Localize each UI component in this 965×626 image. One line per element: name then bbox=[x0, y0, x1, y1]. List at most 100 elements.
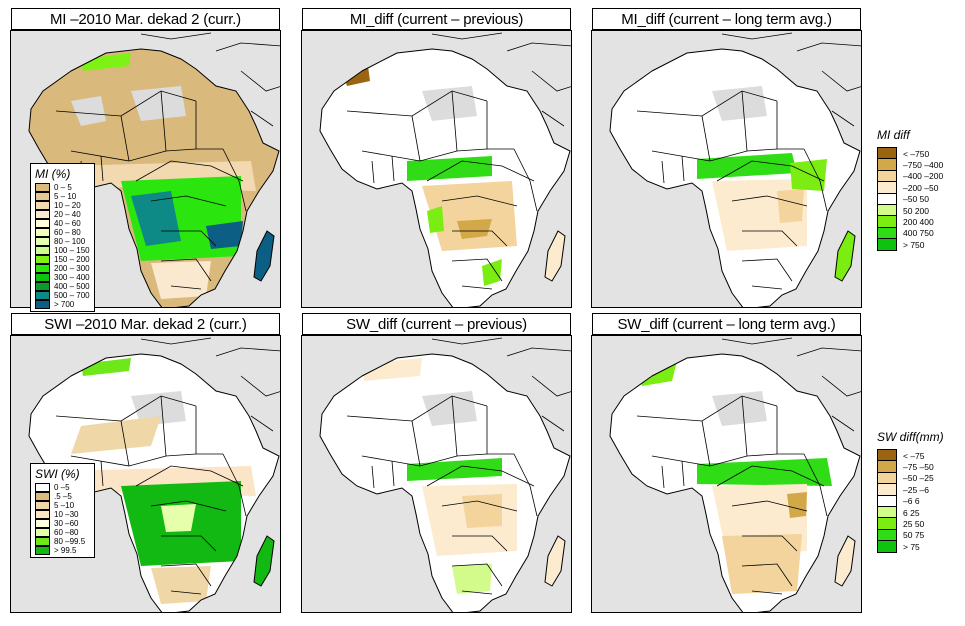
africa-map bbox=[319, 337, 571, 612]
country-border bbox=[150, 195, 227, 207]
map-region bbox=[462, 494, 502, 528]
map-region bbox=[422, 86, 477, 121]
legend-label: 60 –80 bbox=[54, 528, 79, 537]
country-border bbox=[70, 455, 167, 467]
country-border bbox=[452, 230, 508, 247]
legend-item: > 750 bbox=[877, 238, 965, 251]
map-region bbox=[787, 492, 807, 518]
legend-swatch bbox=[35, 272, 50, 282]
legend-swatch bbox=[35, 482, 50, 492]
map-region bbox=[407, 458, 502, 481]
coastline bbox=[609, 353, 861, 612]
legend-swatch bbox=[877, 540, 897, 553]
legend-swatch bbox=[35, 491, 50, 501]
country-border bbox=[776, 101, 804, 150]
country-border bbox=[371, 160, 375, 184]
country-border bbox=[461, 285, 493, 290]
country-border bbox=[391, 460, 395, 487]
legend-title: MI diff bbox=[877, 128, 910, 142]
country-border bbox=[170, 590, 202, 595]
legend-swatch bbox=[35, 227, 50, 237]
country-border bbox=[731, 500, 808, 512]
legend-label: –50 50 bbox=[903, 194, 929, 205]
country-border bbox=[741, 258, 793, 282]
map-region bbox=[482, 259, 502, 286]
legend-item: 150 – 200 bbox=[35, 254, 90, 264]
legend-label: 200 400 bbox=[903, 217, 934, 228]
africa-map bbox=[28, 337, 280, 612]
legend-label: 10 –30 bbox=[54, 510, 79, 519]
country-border bbox=[160, 258, 212, 282]
coastline bbox=[319, 353, 571, 612]
legend-swatch bbox=[35, 527, 50, 537]
country-border bbox=[513, 453, 538, 517]
country-border bbox=[120, 420, 130, 467]
legend-item: –50 50 bbox=[877, 192, 965, 205]
map-sw-diff-previous bbox=[301, 335, 572, 613]
legend-label: 80 –99.5 bbox=[54, 537, 86, 546]
legend-item: 80 –99.5 bbox=[35, 536, 90, 546]
legend-label: 500 – 700 bbox=[54, 291, 90, 300]
country-border bbox=[661, 160, 665, 184]
legend-item: 10 –30 bbox=[35, 509, 90, 519]
map-mi-diff-lta bbox=[591, 30, 862, 308]
legend-item: 500 – 700 bbox=[35, 290, 90, 300]
country-border bbox=[742, 535, 798, 552]
coastline bbox=[544, 230, 566, 282]
map-region bbox=[697, 153, 797, 179]
map-region bbox=[777, 189, 804, 223]
legend-item: 200 – 300 bbox=[35, 263, 90, 273]
country-border bbox=[461, 590, 493, 595]
country-border bbox=[426, 160, 535, 182]
country-border bbox=[431, 32, 571, 127]
legend-swatch bbox=[35, 281, 50, 291]
legend-swatch bbox=[35, 290, 50, 300]
country-border bbox=[651, 455, 748, 467]
legend-swatch bbox=[35, 536, 50, 546]
legend-swatch bbox=[35, 263, 50, 273]
legend-sw-diff: SW diff(mm) < –75 –75 –50 –50 –25 –25 –6 –6 … bbox=[877, 430, 965, 553]
legend-label: –400 –200 bbox=[903, 171, 944, 182]
country-border bbox=[721, 32, 861, 127]
legend-label: 20 – 40 bbox=[54, 210, 81, 219]
coastline bbox=[544, 535, 566, 587]
country-border bbox=[441, 195, 518, 207]
country-border bbox=[741, 563, 793, 587]
legend-swatch bbox=[35, 509, 50, 519]
country-border bbox=[701, 420, 711, 467]
country-border bbox=[751, 285, 783, 290]
country-border bbox=[411, 420, 421, 467]
coastline bbox=[253, 230, 275, 282]
country-border bbox=[195, 101, 223, 150]
map-region bbox=[722, 534, 802, 594]
country-border bbox=[195, 406, 223, 455]
map-swi-current bbox=[10, 335, 281, 613]
legend-label: > 750 bbox=[903, 239, 925, 250]
africa-map bbox=[319, 32, 571, 307]
map-region bbox=[457, 219, 492, 239]
map-region bbox=[697, 458, 832, 486]
country-border bbox=[161, 535, 217, 552]
legend-label: 25 50 bbox=[903, 519, 925, 530]
legend-item: –6 6 bbox=[877, 494, 965, 507]
map-region bbox=[71, 96, 106, 126]
country-border bbox=[222, 148, 247, 212]
africa-map bbox=[609, 32, 861, 307]
country-border bbox=[160, 563, 212, 587]
legend-label: 5 – 10 bbox=[54, 192, 77, 201]
coastline bbox=[834, 230, 856, 282]
country-border bbox=[636, 90, 778, 117]
country-border bbox=[452, 535, 508, 552]
africa-map bbox=[609, 337, 861, 612]
country-border bbox=[391, 155, 395, 182]
map-region bbox=[151, 566, 211, 604]
legend-label: 0 – 5 bbox=[54, 183, 72, 192]
map-region bbox=[835, 231, 855, 281]
legend-swatch bbox=[35, 218, 50, 228]
legend-item: 0 –5 bbox=[35, 482, 90, 492]
country-border bbox=[486, 406, 514, 455]
map-region bbox=[131, 86, 186, 121]
legend-item: 5 – 10 bbox=[35, 191, 90, 201]
legend-title: MI (%) bbox=[35, 167, 71, 181]
legend-item: 5 –10 bbox=[35, 500, 90, 510]
